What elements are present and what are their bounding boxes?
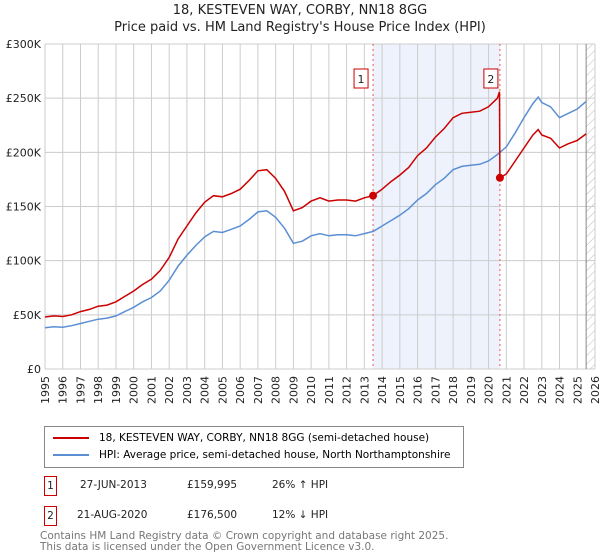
x-tick-label: 2022 [518,376,531,404]
x-tick-label: 2025 [571,376,584,404]
x-tick-label: 1998 [92,376,105,404]
x-tick-label: 2006 [234,376,247,404]
y-tick-label: £200K [6,146,42,159]
x-tick-label: 2018 [447,376,460,404]
sale-point [495,173,504,182]
y-tick-label: £300K [6,38,42,51]
sale-row-1: 1 27-JUN-2013 £159,995 26% ↑ HPI [44,476,444,496]
x-tick-label: 2014 [376,376,389,404]
footer-line-2: This data is licensed under the Open Gov… [40,541,375,553]
x-tick-label: 1999 [110,376,123,404]
footer-line-1: Contains HM Land Registry data © Crown c… [40,530,449,542]
x-tick-label: 2020 [483,376,496,404]
x-tick-label: 2016 [412,376,425,404]
x-tick-label: 2007 [252,376,265,404]
sale-hpi: 26% ↑ HPI [272,479,329,491]
x-tick-label: 2000 [128,376,141,404]
x-tick-label: 2008 [270,376,283,404]
y-tick-label: £150K [6,201,42,214]
x-tick-label: 2015 [394,376,407,404]
sale-date: 21-AUG-2020 [77,509,148,521]
y-tick-label: £250K [6,92,42,105]
sale-price: £176,500 [187,509,238,521]
x-tick-label: 2002 [163,376,176,404]
x-tick-label: 2023 [536,376,549,404]
y-tick-label: £50K [13,309,42,322]
x-tick-label: 2013 [358,376,371,404]
sale-hpi: 12% ↓ HPI [272,509,329,521]
legend-blue-swatch [53,454,89,456]
x-tick-label: 2004 [199,376,212,404]
x-tick-label: 2012 [341,376,354,404]
x-tick-label: 2001 [145,376,158,404]
sale-label: 2 [487,73,494,86]
legend-red-label: 18, KESTEVEN WAY, CORBY, NN18 8GG (semi-… [99,432,430,444]
x-tick-label: 2021 [500,376,513,404]
sale-label-box [483,68,499,89]
sale-point [369,191,378,200]
x-tick-label: 2026 [589,376,600,404]
x-tick-label: 2003 [181,376,194,404]
footer: Contains HM Land Registry data © Crown c… [40,531,448,553]
sale-date: 27-JUN-2013 [80,479,147,491]
series-line [44,91,587,318]
x-tick-label: 2010 [305,376,318,404]
sale-price: £159,995 [187,479,238,491]
sale-label-box [353,68,369,89]
chart-title: 18, KESTEVEN WAY, CORBY, NN18 8GG [172,3,428,18]
plot-area: 1995 1996 1997 1998 1999 2000 2001 2002 2003 2004… [6,38,600,404]
x-tick-label: 1996 [57,376,70,404]
sale-badge: 1 [44,476,57,496]
legend: 18, KESTEVEN WAY, CORBY, NN18 8GG (semi-… [44,426,464,468]
x-tick-label: 1995 [39,376,52,404]
x-tick-label: 2005 [216,376,229,404]
x-tick-label: 2019 [465,376,478,404]
legend-blue-label: HPI: Average price, semi-detached house,… [99,449,451,461]
sale-row-2: 2 21-AUG-2020 £176,500 12% ↓ HPI [44,506,444,526]
x-tick-label: 2011 [323,376,336,404]
y-tick-label: £0 [27,363,41,376]
sale-badge: 2 [44,506,57,526]
chart-subtitle: Price paid vs. HM Land Registry's House … [114,20,486,35]
y-tick-label: £100K [6,255,42,268]
legend-red-swatch [53,437,89,439]
series-line [44,95,587,329]
sale-label: 1 [358,73,365,86]
x-tick-label: 1997 [74,376,87,404]
x-tick-label: 2017 [429,376,442,404]
x-tick-label: 2009 [287,376,300,404]
x-tick-label: 2024 [554,376,567,404]
